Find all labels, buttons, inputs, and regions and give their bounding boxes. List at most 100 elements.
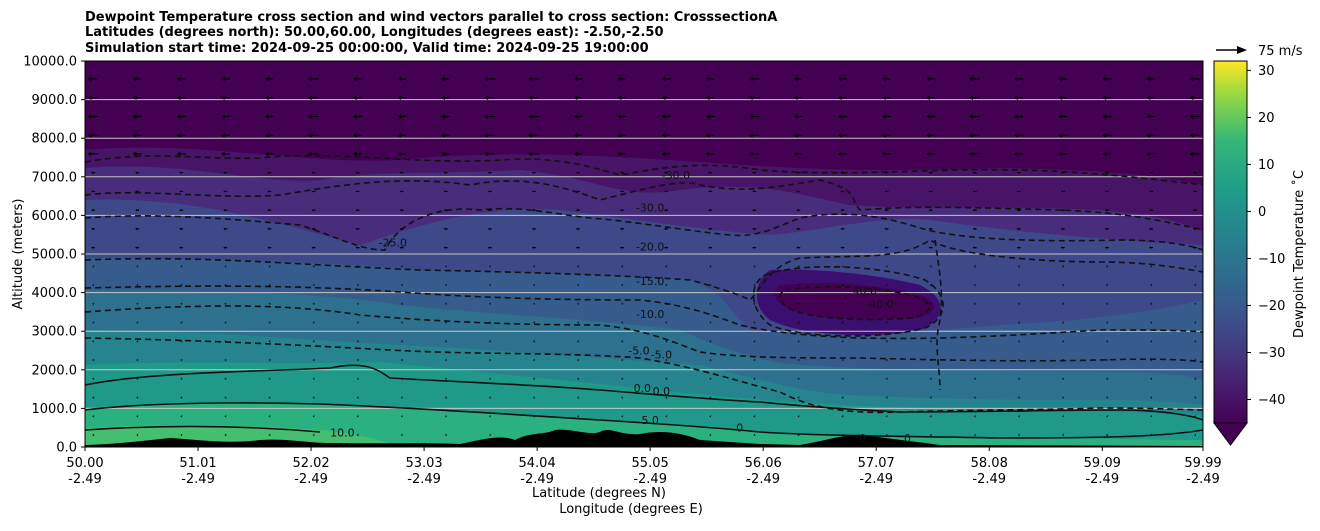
wind-vector-arrow <box>969 114 981 119</box>
wind-vector-arrow <box>311 246 316 249</box>
wind-vector-arrow <box>267 246 272 249</box>
x-axis-label: Latitude (degrees N) <box>532 486 666 501</box>
wind-vector-arrow <box>748 76 760 82</box>
wind-vector-arrow <box>705 76 715 82</box>
wind-vector-arrow <box>929 415 932 418</box>
wind-vector-arrow <box>135 246 140 249</box>
colorbar-tick-label: 30 <box>1258 64 1275 79</box>
contour-label: 0.0 <box>653 385 671 398</box>
wind-vector-arrow <box>1150 433 1153 437</box>
wind-vector-arrow <box>665 358 668 362</box>
wind-vector-arrow <box>1150 377 1153 380</box>
colorbar-gradient <box>1213 60 1248 424</box>
wind-vector-arrow <box>621 377 624 380</box>
wind-vector-arrow <box>797 415 800 418</box>
wind-vector-arrow <box>973 283 976 287</box>
wind-vector-arrow <box>312 415 315 418</box>
wind-vector-arrow <box>444 265 447 268</box>
y-tick-label: 10000.0 <box>23 55 77 70</box>
wind-vector-arrow <box>884 208 889 212</box>
wind-vector-arrow <box>224 358 227 362</box>
x-tick-label-lon: -2.49 <box>746 472 780 487</box>
wind-vector-arrow <box>441 114 451 119</box>
wind-vector-arrow <box>1061 396 1064 399</box>
wind-vectors <box>87 76 1201 437</box>
wind-vector-arrow <box>1058 151 1068 157</box>
wind-vector-arrow <box>528 132 540 138</box>
wind-vector-arrow <box>617 132 627 138</box>
wind-vector-arrow <box>312 302 315 306</box>
wind-vector-arrow <box>488 283 491 287</box>
wind-vector-arrow <box>753 415 756 418</box>
wind-vector-arrow <box>972 208 977 212</box>
wind-vector-arrow <box>223 246 228 249</box>
wind-vector-arrow <box>1104 227 1109 231</box>
wind-vector-arrow <box>753 433 756 437</box>
wind-vector-arrow <box>664 171 669 174</box>
wind-vector-arrow <box>929 321 932 324</box>
wind-vector-arrow <box>1146 114 1156 119</box>
quiver-key-arrow-head <box>1237 46 1247 54</box>
wind-vector-arrow <box>488 415 491 418</box>
wind-vector-arrow <box>573 76 583 82</box>
contour-minus-20 <box>85 239 1203 301</box>
wind-vector-arrow <box>356 415 359 418</box>
wind-vector-arrow <box>797 433 800 437</box>
wind-vector-arrow <box>397 151 407 157</box>
wind-vector-arrow <box>928 171 933 174</box>
contour-plus-10 <box>85 425 321 433</box>
wind-vector-arrow <box>841 265 844 268</box>
wind-vector-arrow <box>841 415 844 418</box>
wind-vector-arrow <box>533 377 535 380</box>
wind-vector-arrow <box>355 227 360 231</box>
wind-vector-arrow <box>793 114 803 119</box>
wind-vector-arrow <box>180 377 183 380</box>
wind-vector-arrow <box>972 227 977 231</box>
wind-vector-arrow <box>220 132 230 138</box>
wind-vector-arrow <box>312 321 315 324</box>
wind-vector-arrow <box>885 415 888 418</box>
wind-vector-arrow <box>1194 340 1197 343</box>
wind-vector-arrow <box>1106 302 1108 306</box>
wind-vector-arrow <box>577 358 579 362</box>
wind-vector-arrow <box>484 132 496 138</box>
wind-vector-arrow <box>533 265 535 268</box>
wind-vector-arrow <box>528 114 540 119</box>
wind-vector-arrow <box>1150 321 1153 324</box>
wind-vector-arrow <box>1017 358 1020 362</box>
wind-vector-arrow <box>220 95 230 101</box>
wind-vector-arrow <box>969 132 981 138</box>
wind-vector-arrow <box>1148 227 1153 231</box>
wind-vector-arrow <box>573 151 583 157</box>
contour-labels: -30.0 -30.0 -25.0 -20.0 -15.0 -10.0 -5.0 -5.0 0.… <box>330 169 911 445</box>
wind-vector-arrow <box>400 340 403 343</box>
colorbar-ticks: 30 20 10 0 −10 −20 −30 −40 <box>1247 64 1285 408</box>
wind-vector-arrow <box>307 95 319 101</box>
wind-vector-arrow <box>884 246 889 249</box>
wind-vector-arrow <box>397 132 407 138</box>
wind-vector-arrow <box>87 114 99 119</box>
wind-vector-arrow <box>573 132 583 138</box>
wind-vector-arrow <box>1061 433 1064 437</box>
wind-vector-arrow <box>135 208 140 212</box>
wind-vector-arrow <box>531 190 536 193</box>
contour-extra-column <box>934 239 943 391</box>
wind-vector-arrow <box>180 340 183 343</box>
wind-vector-arrow <box>926 132 936 138</box>
wind-vector-arrow <box>621 415 624 418</box>
wind-vector-arrow <box>973 321 976 324</box>
wind-vector-arrow <box>837 114 847 119</box>
wind-vector-arrow <box>264 76 274 82</box>
wind-vector-arrow <box>531 227 536 231</box>
wind-vector-arrow <box>533 340 535 343</box>
wind-vector-arrow <box>929 265 932 268</box>
wind-vector-arrow <box>264 151 274 157</box>
wind-vector-arrow <box>1102 132 1112 138</box>
wind-vector-arrow <box>797 265 800 268</box>
wind-vector-arrow <box>352 95 362 101</box>
wind-vector-arrow <box>793 95 803 101</box>
wind-vector-arrow <box>661 132 671 138</box>
wind-vector-arrow <box>311 208 316 212</box>
wind-vector-arrow <box>885 396 888 399</box>
x-tick-label-lat: 56.06 <box>745 456 782 471</box>
